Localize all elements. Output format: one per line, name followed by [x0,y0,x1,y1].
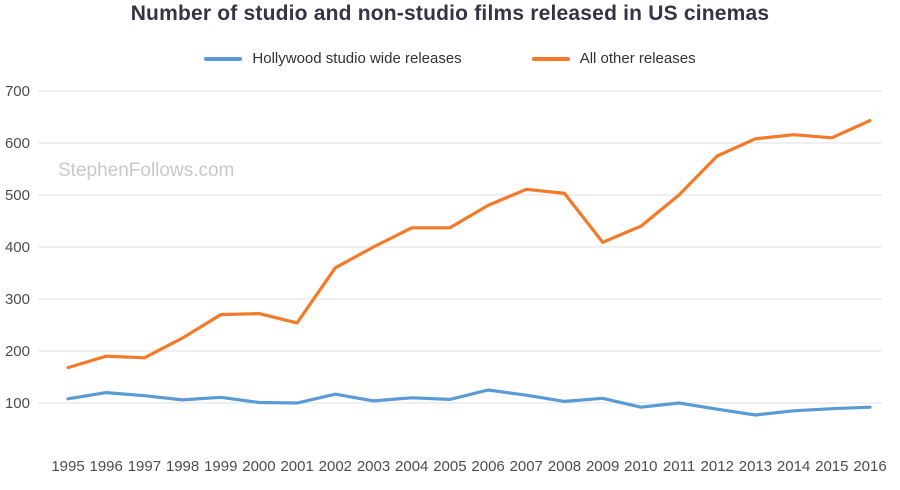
x-axis-tick-label: 1997 [128,458,161,475]
x-axis-tick-label: 1998 [166,458,199,475]
x-axis-tick-label: 2014 [777,458,810,475]
x-axis-tick-label: 2005 [433,458,466,475]
y-axis-tick-label: 300 [5,291,30,308]
x-axis-tick-label: 2006 [471,458,504,475]
legend-label-studio: Hollywood studio wide releases [252,50,462,67]
legend-swatch-other-icon [531,56,570,61]
series-line-0 [66,388,872,417]
x-axis-tick-label: 2008 [548,458,581,475]
x-axis-tick-label: 2002 [319,458,352,475]
x-axis-tick-label: 2003 [357,458,390,475]
x-axis-tick-label: 2009 [586,458,619,475]
watermark: StephenFollows.com [58,160,234,181]
chart-title: Number of studio and non-studio films re… [130,2,770,25]
legend-item-studio: Hollywood studio wide releases [204,50,462,67]
y-axis-tick-label: 700 [5,83,30,100]
y-axis-tick-label: 100 [5,395,30,412]
y-axis-tick-label: 400 [5,239,30,256]
x-axis-tick-label: 2011 [663,458,695,475]
x-axis-tick-label: 2001 [280,458,313,475]
x-axis-tick-label: 2007 [510,458,543,475]
legend-swatch-studio-icon [204,56,243,61]
x-axis-tick-label: 2013 [739,458,772,475]
x-axis-tick-label: 2004 [395,458,428,475]
x-axis-tick-label: 1995 [51,458,84,475]
series-line-1 [66,118,872,370]
x-axis-tick-label: 1996 [90,458,123,475]
x-axis-tick-label: 2000 [242,458,275,475]
legend-label-other: All other releases [579,50,696,67]
y-axis-tick-label: 500 [5,187,30,204]
x-axis-tick-label: 2012 [701,458,734,475]
legend: Hollywood studio wide releases All other… [0,50,900,67]
x-axis-tick-label: 1999 [204,458,237,475]
y-axis-tick-label: 200 [5,343,30,360]
y-axis-tick-label: 600 [5,135,30,152]
x-axis-tick-label: 2010 [624,458,657,475]
legend-item-other: All other releases [531,50,696,67]
x-axis-tick-label: 2015 [815,458,848,475]
x-axis-tick-label: 2016 [853,458,886,475]
